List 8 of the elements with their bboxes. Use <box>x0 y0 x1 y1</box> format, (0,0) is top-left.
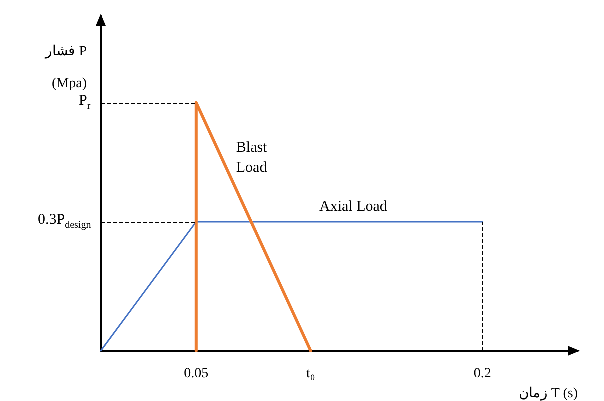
x-axis-title: زمان T (s) <box>518 386 578 401</box>
ref-line-label: P$_{r}$ <box>79 93 91 112</box>
series-label: Axial Load <box>320 199 388 216</box>
x-tick-label: t₀ <box>306 366 316 382</box>
x-tick-label: 0.2 <box>474 366 492 382</box>
ref-line-label: 0.3P$_{design}$ <box>38 212 92 232</box>
x-tick-label: 0.05 <box>184 366 209 382</box>
series-label: Blast Load <box>236 139 268 178</box>
